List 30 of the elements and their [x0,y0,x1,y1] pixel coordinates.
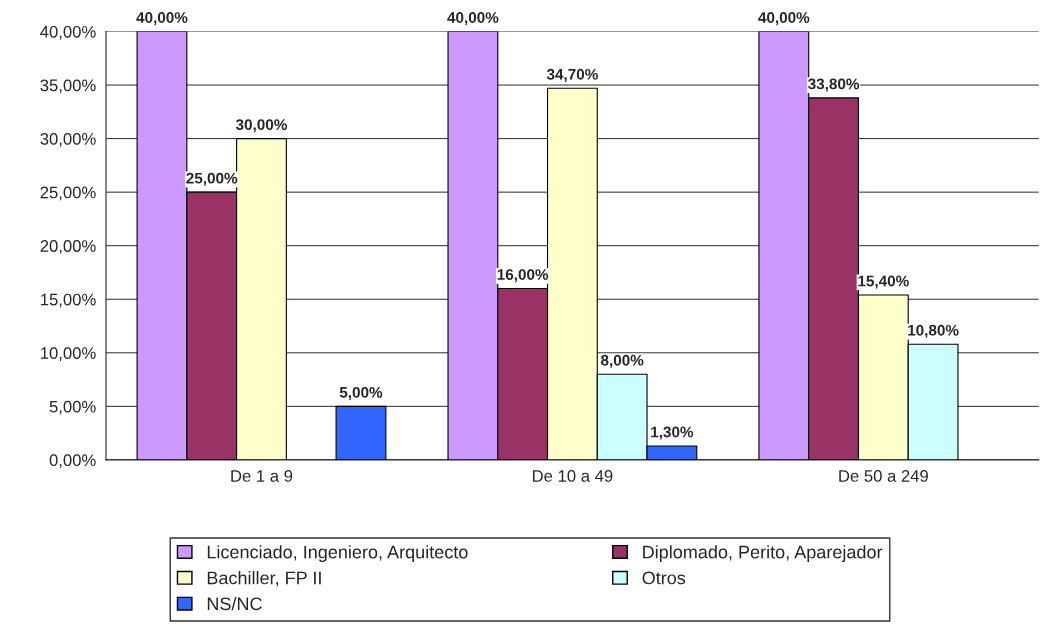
legend-label: Licenciado, Ingeniero, Arquitecto [207,545,468,563]
legend-label: NS/NC [207,596,262,611]
x-tick-label: De 1 a 9 [231,470,293,482]
y-tick-label: 15,00% [41,293,96,308]
legend-label: Otros [642,571,686,585]
y-tick-label: 35,00% [40,79,96,94]
data-label: 40,00% [447,12,499,26]
y-tick-label: 30,00% [40,133,96,147]
data-label: 40,00% [758,12,810,26]
y-tick-label: 5,00% [49,400,96,415]
y-tick-label: 20,00% [40,240,96,254]
legend-label: Bachiller, FP II [207,571,321,587]
x-tick-label: De 10 a 49 [533,470,613,482]
x-tick-label: De 50 a 249 [839,470,928,482]
data-label: 34,70% [546,68,598,82]
data-label: 15,40% [858,275,909,289]
data-label: 40,00% [136,12,188,26]
y-tick-label: 40,00% [40,25,96,40]
data-label: 16,00% [497,269,549,283]
data-label: 30,00% [235,119,287,133]
legend-label: Diplomado, Perito, Aparejador [643,545,883,563]
data-label: 1,30% [651,426,694,440]
data-label: 33,80% [808,78,860,92]
data-label: 10,80% [908,324,959,338]
y-tick-label: 0,00% [49,454,96,469]
data-label: 8,00% [600,354,644,368]
data-label: 5,00% [339,386,383,400]
data-label: 25,00% [186,172,238,186]
y-tick-label: 25,00% [40,186,96,201]
y-tick-label: 10,00% [41,347,96,361]
